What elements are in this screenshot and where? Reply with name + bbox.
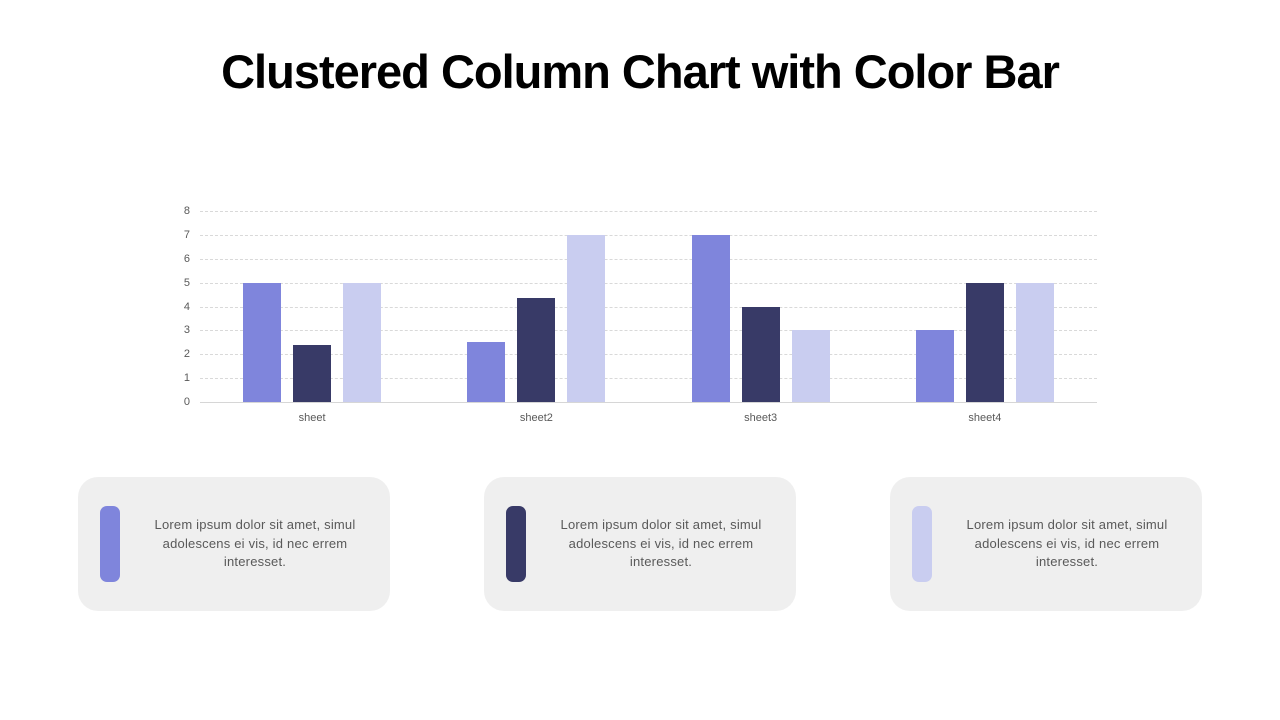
bar-series-3-sheet4 [1015,282,1054,402]
bar-group-sheet2 [424,211,648,402]
caption-card: Lorem ipsum dolor sit amet, simul adoles… [890,477,1202,611]
bar-series-3-sheet2 [567,234,606,402]
bar-group-sheet4 [873,211,1097,402]
y-tick-label: 5 [183,276,190,289]
y-tick-label: 2 [183,348,190,361]
color-bar-accent [912,506,932,582]
plot-area: 0 1 2 3 4 5 6 7 8 sheet sheet2 sheet3 sheet4 [184,205,1097,424]
gridline [200,354,1097,356]
y-tick-label: 0 [183,396,190,408]
page-title: Clustered Column Chart with Color Bar [221,45,1060,98]
category-label-sheet4: sheet4 [968,412,1002,424]
category-label-sheet: sheet [298,412,326,424]
bar-series-1-sheet [243,282,282,402]
gridline [200,211,1097,212]
bar-group-sheet3 [649,211,873,402]
color-bar-accent [506,506,526,582]
bar-series-1-sheet4 [915,330,954,402]
bar-series-3-sheet [343,282,382,402]
clustered-column-chart: 0 1 2 3 4 5 6 7 8 sheet sheet2 sheet3 sheet4 [184,205,1097,424]
category-label-sheet2: sheet2 [519,412,553,424]
gridline [200,330,1097,332]
y-tick-label: 3 [183,324,190,337]
y-tick-label: 6 [183,252,190,265]
caption-cards-row: Lorem ipsum dolor sit amet, simul adoles… [78,477,1202,611]
caption-text: Lorem ipsum dolor sit amet, simul adoles… [154,517,356,570]
caption-text: Lorem ipsum dolor sit amet, simul adoles… [966,517,1168,570]
color-bar-accent [100,506,120,582]
category-label-sheet3: sheet3 [744,412,778,424]
bar-groups [200,211,1097,402]
y-tick-label: 1 [183,372,190,385]
y-tick-label: 7 [183,228,190,241]
category-labels: sheet sheet2 sheet3 sheet4 [200,412,1097,424]
y-tick-label: 8 [183,205,190,217]
caption-card: Lorem ipsum dolor sit amet, simul adoles… [78,477,390,611]
bar-series-2-sheet [293,344,332,402]
caption-card: Lorem ipsum dolor sit amet, simul adoles… [484,477,796,611]
gridline [200,258,1097,260]
bar-series-1-sheet2 [467,342,506,402]
caption-text: Lorem ipsum dolor sit amet, simul adoles… [560,517,762,570]
y-tick-label: 4 [183,300,190,313]
gridline [200,234,1097,236]
bar-series-2-sheet3 [741,306,780,402]
bar-series-2-sheet4 [965,282,1004,402]
bar-group-sheet [200,211,424,402]
gridline [200,282,1097,284]
x-axis-line [200,402,1097,403]
gridline [200,306,1097,308]
bar-series-1-sheet3 [691,234,730,402]
bar-series-2-sheet2 [517,298,556,402]
gridline [200,378,1097,380]
bar-series-3-sheet3 [791,330,830,402]
